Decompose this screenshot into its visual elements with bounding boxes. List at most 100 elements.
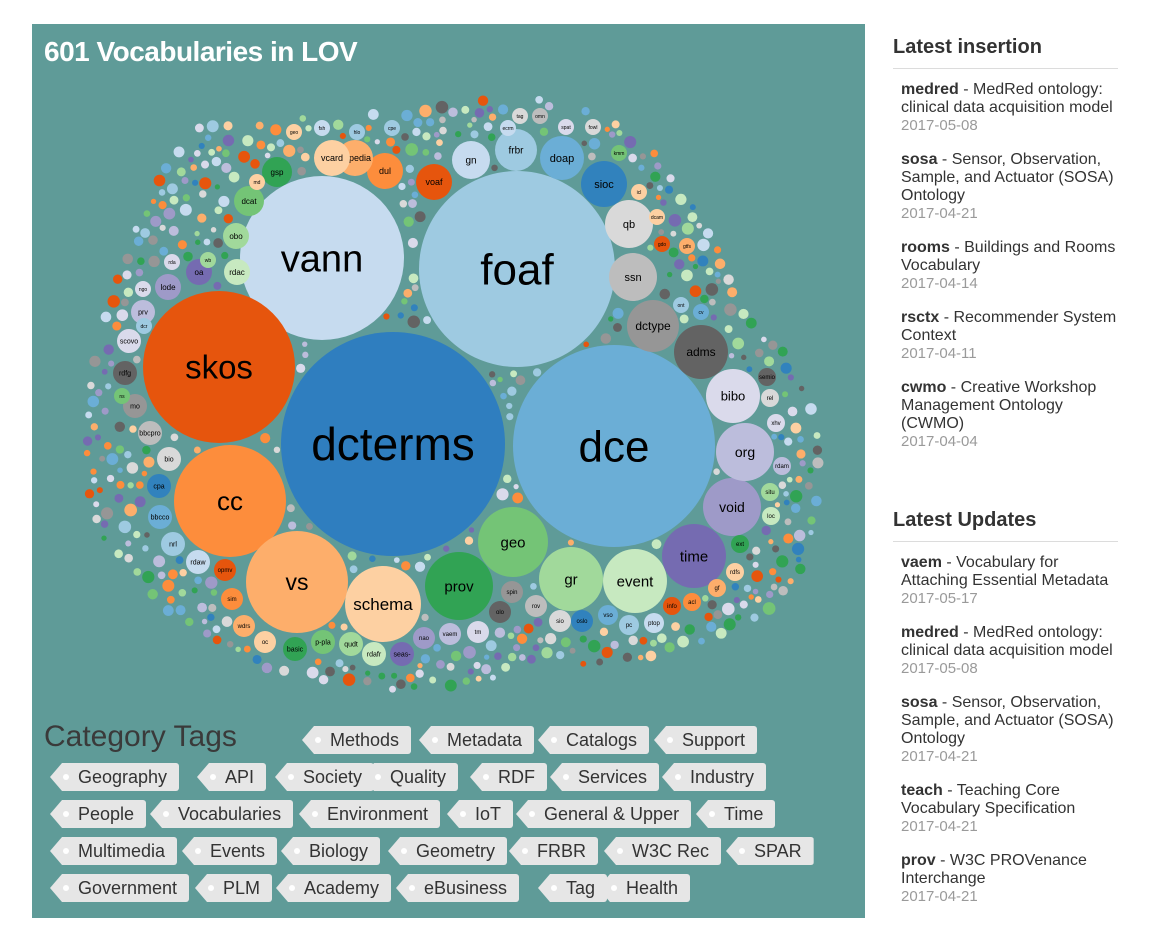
category-tag[interactable]: Environment [299,800,441,828]
vocab-bubble-minor[interactable] [243,645,251,653]
vocab-bubble-circle[interactable] [767,414,785,432]
vocab-list-item[interactable]: rooms - Buildings and Rooms Vocabulary 20… [893,239,1118,293]
vocab-bubble-minor[interactable] [724,325,733,334]
vocab-bubble-circle[interactable] [123,394,147,418]
vocab-bubble-minor[interactable] [365,124,372,131]
vocab-bubble-minor[interactable] [141,470,148,477]
vocab-bubble-minor[interactable] [185,617,194,627]
vocab-bubble-minor[interactable] [407,178,415,186]
vocab-bubble-minor[interactable] [173,146,185,158]
vocab-bubble-minor[interactable] [216,145,222,152]
vocab-bubble-minor[interactable] [122,270,132,280]
vocab-bubble-minor[interactable] [777,346,788,357]
vocab-bubble-minor[interactable] [194,230,200,237]
vocab-bubble-circle[interactable] [136,318,152,334]
vocab-bubble-circle[interactable] [662,524,726,588]
vocab-bubble-minor[interactable] [692,263,699,270]
vocab-bubble-minor[interactable] [349,565,358,574]
vocab-bubble-minor[interactable] [784,437,793,446]
category-tag[interactable]: Geometry [388,837,508,865]
vocab-bubble-minor[interactable] [204,134,212,141]
vocab-bubble-minor[interactable] [106,453,119,465]
vocab-bubble-minor[interactable] [654,162,662,170]
vocab-bubble-minor[interactable] [410,304,418,312]
vocab-bubble-minor[interactable] [659,288,671,300]
vocab-bubble-minor[interactable] [433,644,441,652]
vocab-bubble-circle[interactable] [367,153,403,189]
vocab-bubble-minor[interactable] [768,539,774,545]
vocab-bubble-minor[interactable] [198,142,205,149]
vocab-bubble-minor[interactable] [142,445,151,455]
vocab-bubble-minor[interactable] [689,285,702,298]
vocab-bubble-minor[interactable] [604,126,610,132]
vocab-bubble-minor[interactable] [150,215,162,227]
vocab-bubble-minor[interactable] [567,539,574,546]
category-tag[interactable]: Services [550,763,660,791]
vocab-bubble-minor[interactable] [608,316,614,322]
vocab-bubble-minor[interactable] [494,652,502,660]
vocab-bubble-minor[interactable] [167,569,178,580]
vocab-bubble-minor[interactable] [783,533,794,544]
vocab-bubble-minor[interactable] [125,540,132,547]
category-tag[interactable]: Tag [538,874,608,902]
vocab-bubble-minor[interactable] [523,623,534,634]
vocab-bubble-minor[interactable] [639,636,648,645]
vocab-bubble-minor[interactable] [175,605,186,616]
vocab-bubble-minor[interactable] [148,235,158,245]
vocab-bubble-minor[interactable] [532,644,540,652]
vocab-bubble-minor[interactable] [467,668,474,675]
vocab-bubble-circle[interactable] [731,535,749,553]
vocab-bubble-minor[interactable] [697,255,709,267]
vocab-bubble-minor[interactable] [734,614,742,621]
vocab-bubble-minor[interactable] [732,337,745,350]
vocab-bubble-minor[interactable] [624,135,637,149]
vocab-bubble-minor[interactable] [754,596,762,603]
vocab-bubble-minor[interactable] [124,553,133,563]
vocab-bubble-minor[interactable] [518,654,526,661]
vocab-bubble-minor[interactable] [807,467,814,474]
vocab-bubble-minor[interactable] [433,131,440,138]
vocab-bubble-minor[interactable] [107,295,120,308]
vocab-bubble-minor[interactable] [305,125,312,132]
vocab-bubble-minor[interactable] [238,150,251,163]
vocab-bubble-minor[interactable] [213,238,223,248]
vocab-bubble-minor[interactable] [405,143,419,156]
vocab-bubble-minor[interactable] [666,174,675,183]
vocab-bubble-minor[interactable] [733,597,740,604]
vocab-bubble-minor[interactable] [697,238,710,252]
vocab-bubble-circle[interactable] [631,184,647,200]
vocab-bubble-minor[interactable] [668,213,682,227]
vocab-bubble-minor[interactable] [223,214,233,224]
vocab-bubble-circle[interactable] [708,579,726,597]
vocab-bubble-circle[interactable] [117,329,141,353]
vocab-bubble-minor[interactable] [533,617,543,627]
vocab-bubble-minor[interactable] [790,490,803,503]
vocab-bubble-minor[interactable] [713,468,720,475]
vocab-bubble-minor[interactable] [194,123,204,133]
vocab-bubble-circle[interactable] [148,505,172,529]
vocab-bubble-minor[interactable] [780,362,792,374]
vocab-bubble-minor[interactable] [506,402,513,410]
vocab-bubble-minor[interactable] [474,108,485,118]
vocab-bubble-circle[interactable] [673,297,689,313]
vocab-bubble-minor[interactable] [811,495,822,507]
vocab-bubble-minor[interactable] [117,467,123,473]
vocab-bubble-minor[interactable] [201,160,210,169]
vocab-bubble-minor[interactable] [226,640,234,648]
vocab-bubble-minor[interactable] [314,658,322,666]
category-tag[interactable]: Support [654,726,758,754]
vocab-bubble-circle[interactable] [345,566,421,642]
vocab-bubble-minor[interactable] [420,654,431,664]
vocab-bubble-circle[interactable] [234,186,264,216]
vocab-bubble-minor[interactable] [300,152,310,162]
category-tag[interactable]: Time [696,800,776,828]
vocab-bubble-minor[interactable] [96,487,103,494]
vocab-bubble-minor[interactable] [513,625,522,634]
vocab-bubble-minor[interactable] [199,190,207,198]
vocab-bubble-minor[interactable] [363,676,372,686]
vocab-bubble-minor[interactable] [401,109,413,122]
vocab-bubble-minor[interactable] [95,389,103,397]
vocab-bubble-minor[interactable] [426,118,435,127]
vocab-bubble-minor[interactable] [260,433,271,444]
vocab-bubble-minor[interactable] [417,663,423,669]
